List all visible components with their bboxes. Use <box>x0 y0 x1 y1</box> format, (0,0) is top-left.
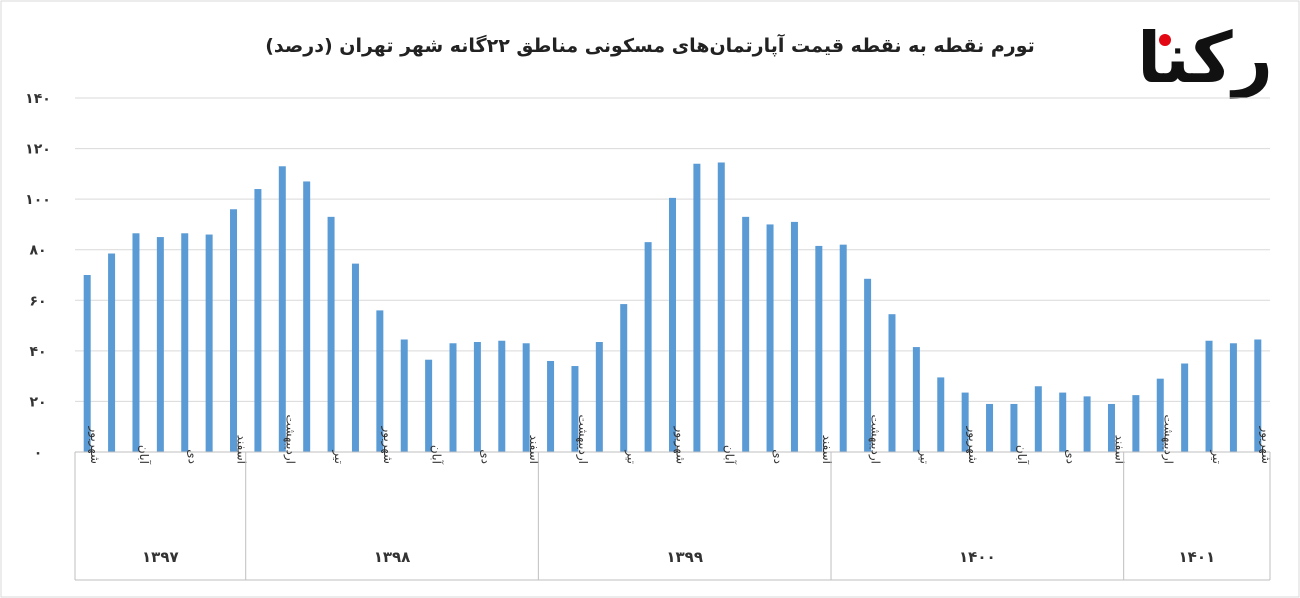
bar <box>1107 403 1115 452</box>
bar <box>669 197 676 452</box>
bar <box>1034 386 1042 452</box>
bar <box>400 339 408 452</box>
x-axis: شهریور آبان دی اسفند اردیبهشت تیر شهریور آبان دی… <box>75 415 1273 465</box>
bar <box>1229 343 1237 452</box>
bar <box>1059 392 1067 452</box>
bar <box>1254 339 1262 452</box>
bar <box>327 216 335 452</box>
bar <box>547 360 555 452</box>
bar <box>644 242 652 452</box>
bar <box>303 181 311 452</box>
x-tick-label: آبان <box>137 445 152 465</box>
bar <box>790 221 798 452</box>
bar <box>595 342 603 452</box>
x-tick-label: دی <box>186 449 200 464</box>
bar <box>693 163 701 452</box>
bar <box>522 343 530 452</box>
x-tick-label: دی <box>771 449 785 464</box>
bar <box>937 377 945 452</box>
x-tick-label: شهریور <box>380 425 395 464</box>
year-label: ۱۳۹۸ <box>374 548 411 566</box>
year-axis: ۱۳۹۷ ۱۳۹۸ ۱۳۹۹ ۱۴۰۰ ۱۴۰۱ <box>74 452 1271 581</box>
x-tick-label: اردیبهشت <box>575 415 590 464</box>
bar <box>1156 378 1164 452</box>
y-tick-label: ۱۲۰ <box>25 142 51 158</box>
bar <box>571 366 579 452</box>
year-label: ۱۳۹۷ <box>142 548 179 566</box>
bar <box>108 253 116 452</box>
bar <box>961 392 969 452</box>
bar <box>888 314 896 452</box>
x-tick-label: اردیبهشت <box>868 415 883 464</box>
chart-title: تورم نقطه به نقطه قیمت آپارتمان‌های مسکو… <box>265 33 1035 57</box>
x-tick-label: شهریور <box>965 425 980 464</box>
bar <box>425 359 433 452</box>
bar <box>742 216 750 452</box>
x-tick-label: آبان <box>430 445 445 465</box>
bar <box>449 343 457 452</box>
bar <box>1205 340 1213 452</box>
x-tick-label: دی <box>478 449 492 464</box>
bar <box>1083 396 1091 452</box>
bar <box>473 342 481 452</box>
y-tick-label: ۶۰ <box>29 293 46 309</box>
year-label: ۱۴۰۰ <box>959 548 996 566</box>
bar <box>815 245 823 452</box>
y-tick-label: ۲۰ <box>29 394 46 410</box>
y-tick-label: ۸۰ <box>29 243 46 259</box>
y-tick-label: ۱۴۰ <box>25 91 51 107</box>
x-tick-label: تیر <box>624 449 639 464</box>
x-tick-label: اسفند <box>820 435 834 464</box>
bar <box>156 237 164 452</box>
bar <box>1132 395 1140 452</box>
bar <box>278 166 286 452</box>
y-tick-label: ۱۰۰ <box>25 192 51 208</box>
bar <box>205 234 213 452</box>
x-tick-label: تیر <box>916 449 931 464</box>
x-tick-label: شهریور <box>87 425 102 464</box>
x-tick-label: تیر <box>331 449 346 464</box>
x-tick-label: تیر <box>1209 449 1224 464</box>
bar <box>839 244 847 452</box>
x-tick-label: شهریور <box>1258 425 1273 464</box>
bar <box>230 209 238 452</box>
x-tick-label: اردیبهشت <box>282 415 297 464</box>
rokna-logo: رکنا <box>1137 17 1273 99</box>
bar <box>1010 403 1018 452</box>
bar <box>132 233 140 452</box>
y-axis: ۰ ۲۰ ۴۰ ۶۰ ۸۰ ۱۰۰ ۱۲۰ ۱۴۰ <box>25 91 51 461</box>
bars <box>83 162 1262 452</box>
x-tick-label: دی <box>1064 449 1078 464</box>
bar <box>766 224 774 452</box>
bar <box>254 189 262 452</box>
year-label: ۱۳۹۹ <box>666 548 703 566</box>
x-tick-label: آبان <box>1015 445 1030 465</box>
year-label: ۱۴۰۱ <box>1179 548 1216 566</box>
bar <box>498 340 506 452</box>
bar <box>351 263 359 452</box>
y-tick-label: ۴۰ <box>29 344 46 360</box>
bar <box>181 233 189 452</box>
x-tick-label: آبان <box>722 445 737 465</box>
x-tick-label: اسفند <box>527 435 541 464</box>
x-tick-label: اسفند <box>235 435 249 464</box>
bar <box>376 310 384 452</box>
x-tick-label: اردیبهشت <box>1160 415 1175 464</box>
bar <box>717 162 725 452</box>
bar <box>83 275 91 452</box>
y-tick-label: ۰ <box>34 445 43 461</box>
bar <box>864 278 872 452</box>
x-tick-label: شهریور <box>673 425 688 464</box>
logo-text: رکنا <box>1137 17 1273 99</box>
bar <box>986 403 994 452</box>
bar <box>620 304 628 452</box>
bar <box>912 347 920 452</box>
bar <box>1181 363 1189 452</box>
x-tick-label: اسفند <box>1112 435 1126 464</box>
logo-accent-dot <box>1159 34 1171 46</box>
